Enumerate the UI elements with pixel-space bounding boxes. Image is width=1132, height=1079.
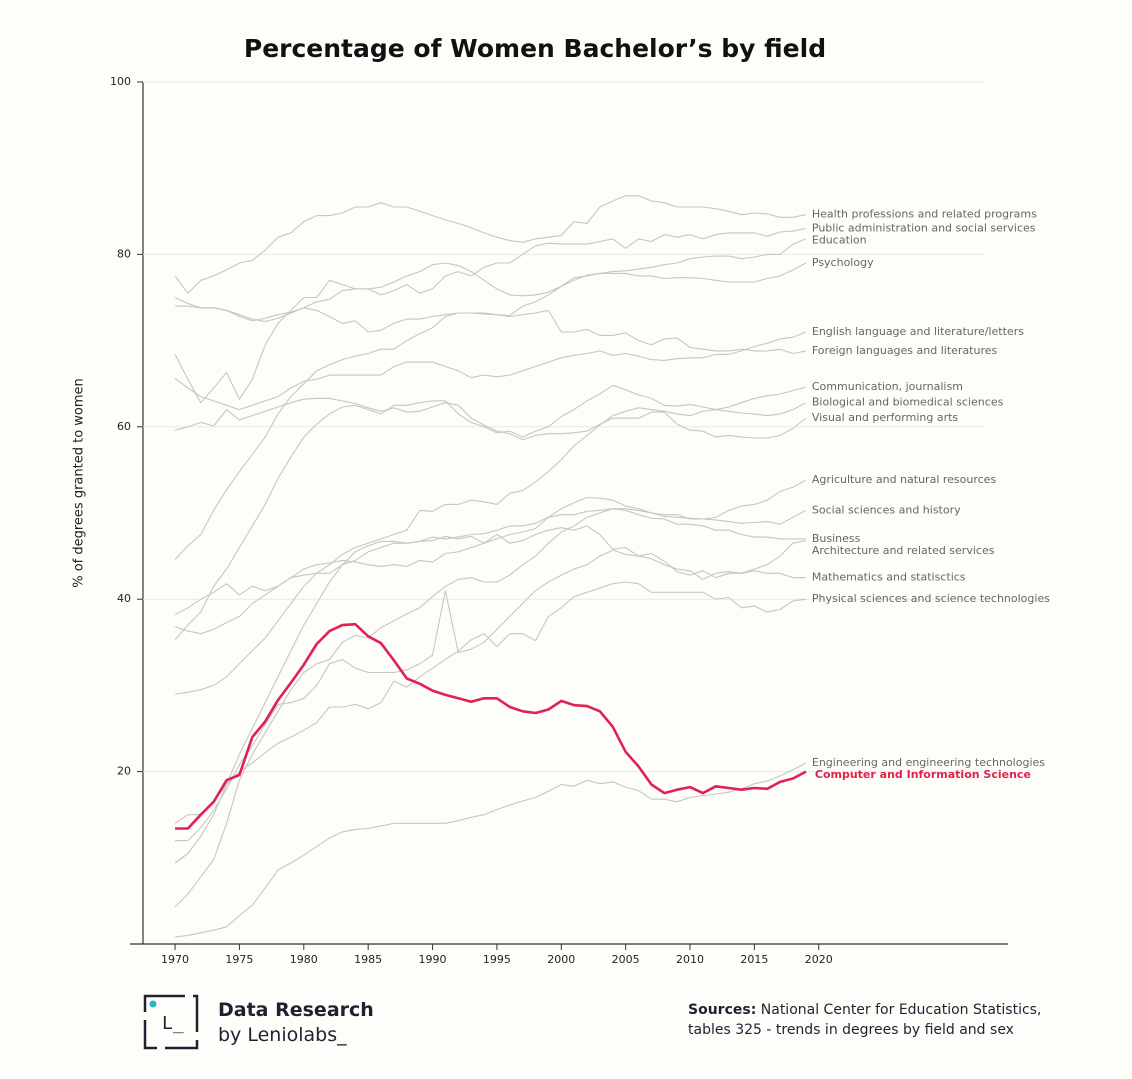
legend-label: Physical sciences and science technologi… [812, 592, 1050, 605]
x-tick-label: 1985 [354, 953, 382, 966]
legend-label: Education [812, 234, 867, 247]
series-line [175, 305, 807, 355]
x-tick-label: 1980 [290, 953, 318, 966]
x-tick-label: 2005 [612, 953, 640, 966]
series-line [174, 195, 807, 294]
series-line [174, 508, 806, 864]
x-tick-label: 1970 [161, 953, 189, 966]
legend-label: Public administration and social service… [812, 222, 1036, 235]
series-line [174, 227, 807, 404]
series-line [175, 622, 807, 830]
series-line [174, 581, 806, 824]
x-tick-label: 1995 [483, 953, 511, 966]
series-line [175, 540, 807, 842]
legend-label: Social sciences and history [812, 503, 961, 516]
legend-label: Visual and performing arts [812, 411, 959, 424]
series-line [174, 525, 806, 616]
legend-label: Foreign languages and literatures [812, 344, 998, 357]
legend-label: Business [812, 532, 861, 545]
series-line [174, 384, 807, 641]
y-tick-label: 40 [117, 592, 131, 605]
x-tick-label: 1990 [419, 953, 447, 966]
series-line [174, 397, 807, 441]
x-tick-label: 1975 [225, 953, 253, 966]
legend-label: Psychology [812, 256, 874, 269]
legend-label: Communication, journalism [812, 380, 963, 393]
x-tick-label: 2020 [805, 953, 833, 966]
sources: Sources: National Center for Education S… [688, 1000, 1041, 1040]
brand-title: Data Research [218, 999, 374, 1021]
x-tick-label: 2015 [740, 953, 768, 966]
x-tick-label: 2000 [547, 953, 575, 966]
legend-label: Biological and biomedical sciences [812, 396, 1004, 409]
legend-label: Architecture and related services [812, 544, 995, 557]
logo-dot [149, 1000, 157, 1008]
legend-label: Health professions and related programs [812, 208, 1037, 221]
legend-label: Engineering and engineering technologies [812, 756, 1045, 769]
y-tick-label: 60 [117, 420, 131, 433]
series-line [175, 402, 807, 695]
logo-mark: L_ [162, 1013, 184, 1034]
series-line [174, 331, 807, 411]
series-line [175, 762, 807, 938]
brand: Data Research by Leniolabs_ [218, 998, 374, 1048]
y-tick-label: 20 [117, 765, 131, 778]
legend-label: Mathematics and statisctics [812, 571, 966, 584]
y-axis-label: % of degrees granted to women [72, 378, 87, 588]
sources-text: National Center for Education Statistics… [760, 1002, 1042, 1018]
logo-frame [143, 994, 199, 1050]
sources-text: tables 325 - trends in degrees by field … [688, 1022, 1014, 1038]
chart: Percentage of Women Bachelor’s by field … [72, 34, 1051, 966]
legend-label: English language and literature/letters [812, 325, 1024, 338]
chart-title: Percentage of Women Bachelor’s by field [244, 34, 826, 63]
y-tick-label: 100 [110, 75, 131, 88]
legend-label: Computer and Information Science [815, 768, 1031, 781]
sources-label: Sources: [688, 1002, 757, 1018]
legend-label: Agriculture and natural resources [812, 473, 997, 486]
brand-subtitle: by Leniolabs_ [218, 1024, 347, 1046]
x-tick-label: 2010 [676, 953, 704, 966]
y-tick-label: 80 [117, 247, 131, 260]
series-line [174, 238, 807, 323]
